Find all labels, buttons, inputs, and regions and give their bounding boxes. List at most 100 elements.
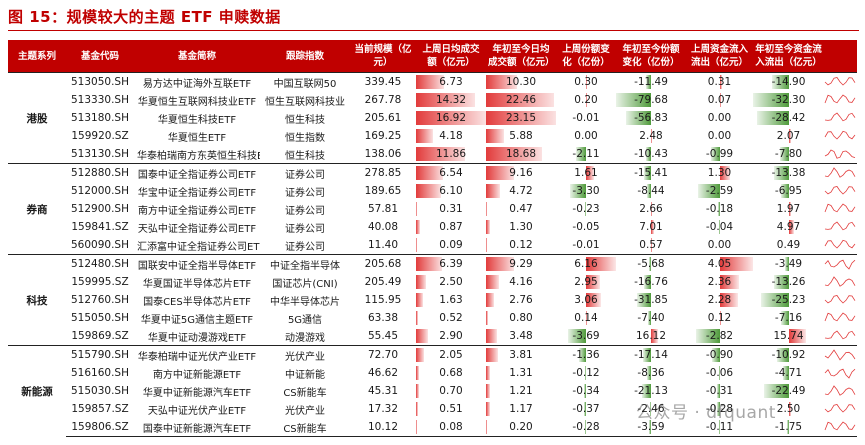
bar-value: 3.06 xyxy=(574,294,598,306)
fund-code: 512880.SH xyxy=(66,163,134,182)
fund-name: 天弘中证全指证券公司ETF xyxy=(137,223,257,235)
table-row: 159857.SZ 天弘中证光伏产业ETF 光伏产业 17.32 0.51 1.17 -0.… xyxy=(8,400,857,418)
ytd-share-cell: -8.36 xyxy=(616,364,686,382)
data-bar xyxy=(644,166,651,180)
bar-value: -3.49 xyxy=(774,258,803,270)
fund-name: 华泰柏瑞南方东英恒生科技ETF xyxy=(137,150,260,162)
fund-code: 512760.SH xyxy=(71,294,129,306)
wk-flow-cell: 0.07 xyxy=(686,91,753,109)
header-ytd-amount: 年初至今日均成交额（亿元） xyxy=(486,40,556,73)
sparkline-cell xyxy=(824,364,857,382)
fund-code: 159869.SZ xyxy=(71,330,129,342)
data-bar xyxy=(569,184,586,198)
data-bar xyxy=(586,293,601,307)
sparkline-cell xyxy=(824,382,857,400)
wk-flow-cell: 2.28 xyxy=(686,291,753,309)
header-ytd-flow: 年初至今资金流入流出（亿元） xyxy=(753,40,824,73)
data-bar xyxy=(416,129,434,143)
wk-amt-cell: 6.73 xyxy=(416,72,486,91)
title-rule xyxy=(8,30,859,31)
wk-amt-cell: 2.05 xyxy=(416,345,486,364)
data-bar xyxy=(586,93,587,107)
sparkline-cell xyxy=(824,218,857,236)
data-bar xyxy=(616,93,651,107)
current-scale: 63.38 xyxy=(367,312,399,324)
category-cell: 新能源 xyxy=(8,345,66,437)
bar-value: 4.16 xyxy=(509,276,533,288)
header-wk-amount: 上周日均成交额（亿元） xyxy=(416,40,486,73)
bar-value: -0.31 xyxy=(705,385,734,397)
wk-amt-cell: 0.09 xyxy=(416,236,486,255)
bar-value: 1.30 xyxy=(509,221,533,233)
table-row: 516160.SH 南方中证新能源ETF 中证新能 46.62 0.68 1.31 -0.1… xyxy=(8,364,857,382)
data-bar xyxy=(788,402,792,416)
fund-code: 513330.SH xyxy=(71,94,129,106)
bar-value: 16.12 xyxy=(635,330,667,342)
data-bar xyxy=(643,348,651,362)
tracking-index: 恒生指数 xyxy=(285,132,325,144)
sparkline-path xyxy=(824,385,856,396)
bar-value: 0.49 xyxy=(776,239,801,251)
data-bar xyxy=(416,166,444,180)
bar-value: -4.71 xyxy=(774,367,803,379)
wk-share-cell: -0.37 xyxy=(556,400,616,418)
tracking-index: 证券公司 xyxy=(260,163,350,182)
bar-value: -8.36 xyxy=(637,367,665,379)
bar-value: 1.31 xyxy=(509,367,533,379)
data-bar xyxy=(486,311,489,325)
ytd-flow-cell: -13.26 xyxy=(753,273,824,291)
data-bar xyxy=(719,93,721,107)
bar-value: -0.12 xyxy=(572,367,600,379)
bar-value: 1.61 xyxy=(574,167,598,179)
bar-value: -0.28 xyxy=(705,403,734,415)
fund-code: 513180.SH xyxy=(71,112,129,124)
bar-value: -0.99 xyxy=(705,148,734,160)
wk-share-cell: -0.28 xyxy=(556,418,616,437)
ytd-amt-cell: 4.16 xyxy=(486,273,556,291)
data-bar xyxy=(757,111,789,125)
data-bar xyxy=(712,348,720,362)
fund-name: 易方达中证海外互联ETF xyxy=(134,72,260,91)
bar-value: 2.36 xyxy=(707,276,732,288)
data-bar xyxy=(783,366,789,380)
bar-value: 0.00 xyxy=(574,130,598,142)
data-bar xyxy=(647,311,651,325)
sparkline-path xyxy=(824,186,856,195)
sparkline-cell xyxy=(824,72,857,91)
bar-value: 0.14 xyxy=(574,312,598,324)
ytd-share-cell: 0.57 xyxy=(616,236,686,255)
ytd-amt-cell: 0.80 xyxy=(486,309,556,327)
data-bar xyxy=(575,147,586,161)
ytd-amt-cell: 3.81 xyxy=(486,345,556,364)
data-bar xyxy=(651,202,653,216)
sparkline-path xyxy=(824,221,856,231)
data-bar xyxy=(586,311,587,325)
sparkline xyxy=(824,368,856,379)
sparkline xyxy=(824,239,856,249)
bar-value: -28.42 xyxy=(771,112,806,124)
data-bar xyxy=(416,111,486,125)
sparkline xyxy=(824,221,856,231)
table-row: 159995.SZ 华夏国证半导体芯片ETF 国证芯片(CNI) 205.49 2.50… xyxy=(8,273,857,291)
data-bar xyxy=(579,348,586,362)
wk-flow-cell: 0.31 xyxy=(686,72,753,91)
fund-name: 华夏中证5G通信主题ETF xyxy=(140,314,254,326)
data-bar xyxy=(486,147,543,161)
bar-value: 6.73 xyxy=(439,76,463,88)
data-bar xyxy=(649,420,651,434)
data-bar xyxy=(651,220,655,234)
table-row: 新能源 515790.SH 华泰柏瑞中证光伏产业ETF 光伏产业 72.70 2.05 3.… xyxy=(8,345,857,437)
current-scale: 138.06 xyxy=(364,148,402,160)
bar-value: 0.20 xyxy=(509,421,533,433)
data-bar xyxy=(763,384,789,398)
bar-value: 6.54 xyxy=(439,167,463,179)
bar-value: 11.86 xyxy=(435,148,467,160)
data-bar xyxy=(753,93,789,107)
sparkline-cell xyxy=(824,182,857,200)
data-bar xyxy=(645,75,651,89)
data-bar xyxy=(486,329,497,343)
ytd-flow-cell: -4.71 xyxy=(753,364,824,382)
sparkline-cell xyxy=(824,109,857,127)
sparkline-cell xyxy=(824,291,857,309)
bar-value: 0.09 xyxy=(439,239,463,251)
